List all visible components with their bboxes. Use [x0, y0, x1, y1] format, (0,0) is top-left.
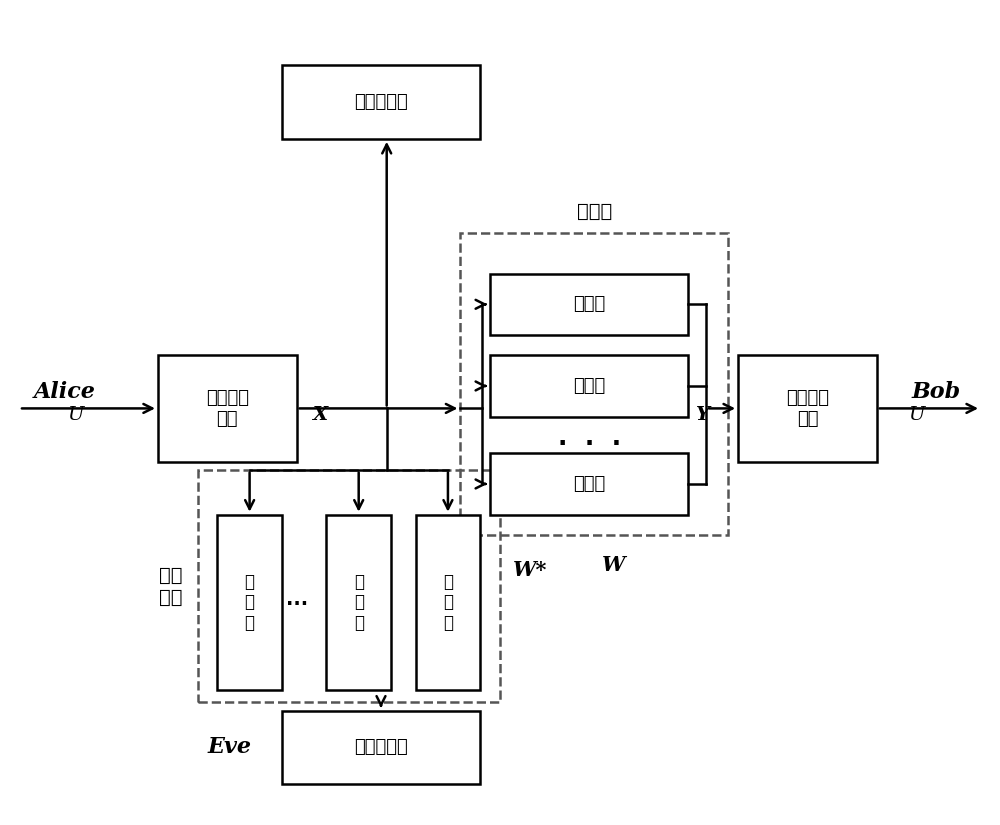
Text: Y: Y — [695, 406, 709, 424]
Text: 子信道: 子信道 — [573, 295, 605, 314]
Text: 极化码编
码器: 极化码编 码器 — [206, 389, 249, 428]
Bar — [326, 515, 391, 691]
Bar — [738, 356, 877, 461]
Text: U: U — [67, 406, 84, 424]
Text: Eve: Eve — [207, 737, 251, 758]
Text: 子
信
道: 子 信 道 — [443, 573, 453, 632]
Text: W*: W* — [513, 559, 547, 579]
Text: 主信道: 主信道 — [577, 201, 612, 220]
Bar — [416, 515, 480, 691]
Bar — [198, 469, 500, 702]
Text: 主动攻击者: 主动攻击者 — [354, 93, 408, 111]
Text: Bob: Bob — [912, 381, 961, 403]
Bar — [490, 356, 688, 417]
Bar — [217, 515, 282, 691]
Text: 极化码译
码器: 极化码译 码器 — [786, 389, 829, 428]
Text: U: U — [908, 406, 925, 424]
Text: ·  ·  ·: · · · — [558, 431, 621, 455]
Bar — [282, 65, 480, 139]
Text: X: X — [312, 406, 327, 424]
Text: W: W — [602, 555, 626, 575]
Text: 子
信
道: 子 信 道 — [245, 573, 255, 632]
Text: 子信道: 子信道 — [573, 475, 605, 493]
Bar — [460, 233, 728, 535]
Bar — [490, 453, 688, 515]
Text: 被动攻击者: 被动攻击者 — [354, 738, 408, 757]
Bar — [158, 356, 297, 461]
Text: Alice: Alice — [34, 381, 96, 403]
Text: 子信道: 子信道 — [573, 377, 605, 395]
Bar — [490, 274, 688, 335]
Text: 子
信
道: 子 信 道 — [354, 573, 364, 632]
Text: ···: ··· — [286, 595, 308, 614]
Text: 窃听
信道: 窃听 信道 — [159, 566, 183, 606]
Bar — [282, 710, 480, 784]
